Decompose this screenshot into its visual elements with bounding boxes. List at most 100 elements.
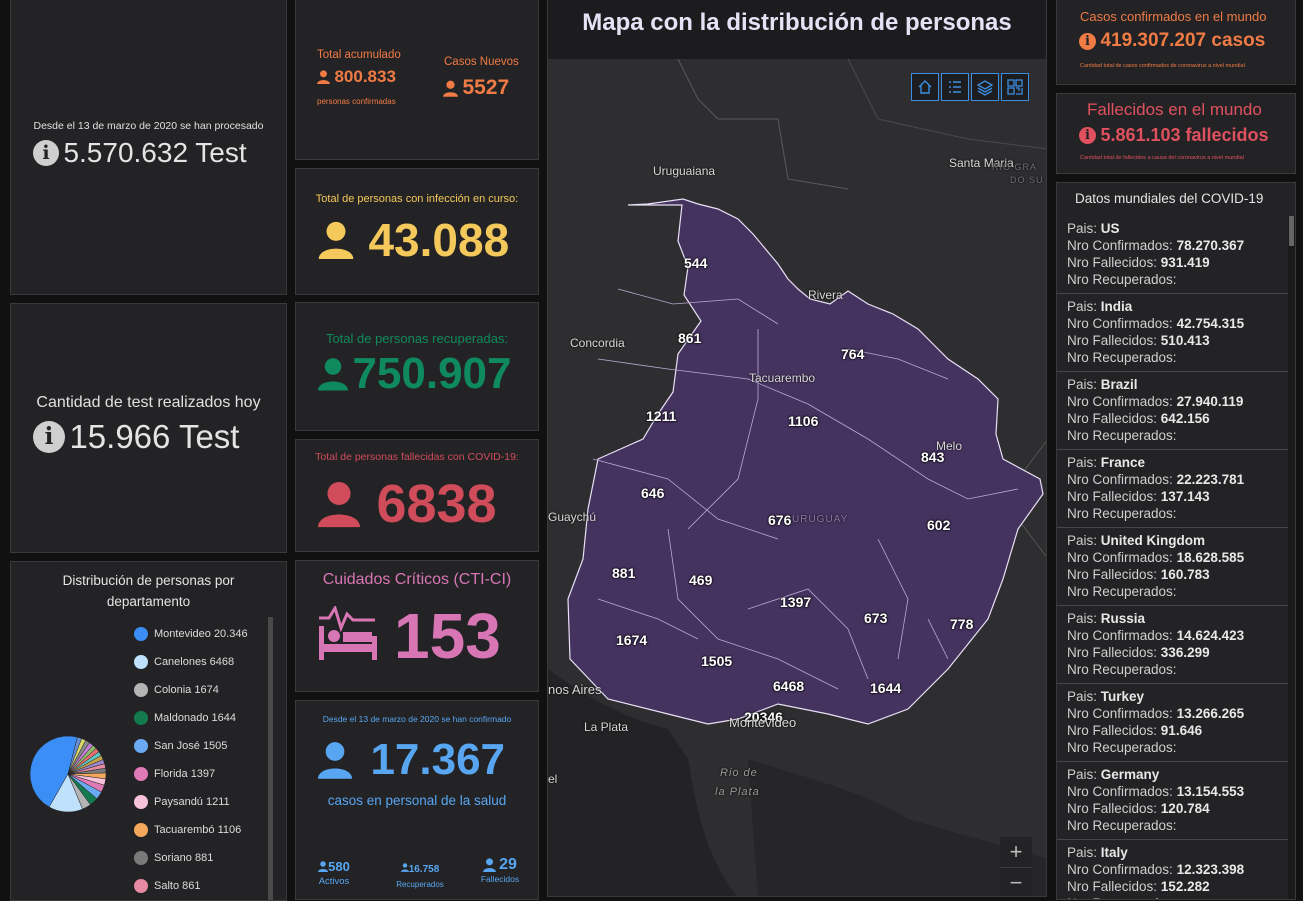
country-line-key: Pais:: [1067, 221, 1098, 236]
zoom-in-button[interactable]: +: [1000, 837, 1032, 868]
list-icon[interactable]: [941, 73, 969, 101]
world-list[interactable]: Pais: US Nro Confirmados: 78.270.367 Nro F…: [1057, 216, 1288, 899]
hospital-bed-icon: [319, 606, 377, 660]
legend-item[interactable]: Canelones 6468: [134, 655, 234, 670]
legend-item[interactable]: Florida 1397: [134, 767, 216, 782]
confirmed-line-key: Nro Confirmados:: [1067, 862, 1173, 877]
confirmed-line-key: Nro Confirmados:: [1067, 550, 1173, 565]
pie-slice[interactable]: [67, 736, 82, 775]
map-title: Mapa con la distribución de personas: [548, 0, 1046, 59]
place-label: Rivera: [808, 288, 843, 302]
zoom-out-button[interactable]: −: [1000, 868, 1032, 896]
country-line-key: Pais:: [1067, 845, 1098, 860]
info-icon: i: [33, 140, 59, 166]
deaths-line: Nro Fallecidos: 160.783: [1067, 566, 1278, 583]
country-line-value: India: [1100, 299, 1133, 314]
legend-value: 1505: [202, 740, 228, 752]
confirmed-line-key: Nro Confirmados:: [1067, 472, 1173, 487]
deaths-line: Nro Fallecidos: 91.646: [1067, 722, 1278, 739]
place-label: Uruguaiana: [653, 164, 716, 178]
person-icon: [483, 858, 496, 872]
legend-swatch: [134, 627, 148, 642]
country-line: Pais: United Kingdom: [1067, 532, 1278, 549]
recovered-line: Nro Recuperados:: [1067, 349, 1278, 366]
legend-item[interactable]: San José 1505: [134, 739, 228, 754]
legend-item[interactable]: Soriano 881: [134, 851, 214, 866]
recovered-line: Nro Recuperados:: [1067, 895, 1278, 899]
health-active-value: 580: [328, 859, 350, 874]
confirmed-line-value: 27.940.119: [1176, 394, 1244, 409]
dept-label-treinta-y-tres: 602: [927, 517, 951, 533]
dept-label-rivera: 764: [841, 346, 865, 362]
world-deaths-value: 5.861.103 fallecidos: [1100, 125, 1269, 145]
confirmed-line-value: 42.754.315: [1176, 316, 1245, 331]
deaths-line-key: Nro Fallecidos:: [1067, 723, 1158, 738]
deaths-line: Nro Fallecidos: 152.282: [1067, 878, 1278, 895]
world-list-item[interactable]: Pais: Russia Nro Confirmados: 14.624.423 N…: [1057, 606, 1288, 684]
deaths-line: Nro Fallecidos: 336.299: [1067, 644, 1278, 661]
legend-value: 1397: [190, 768, 216, 780]
qr-icon[interactable]: [1001, 73, 1029, 101]
world-list-item[interactable]: Pais: Italy Nro Confirmados: 12.323.398 Nr…: [1057, 840, 1288, 899]
confirmed-line-key: Nro Confirmados:: [1067, 394, 1173, 409]
world-list-item[interactable]: Pais: US Nro Confirmados: 78.270.367 Nro F…: [1057, 216, 1288, 294]
deaths-line-value: 160.783: [1160, 567, 1210, 582]
legend-value: 861: [182, 880, 201, 892]
health-recovered-value: 16.758: [408, 864, 440, 875]
tests-today-caption: Cantidad de test realizados hoy: [36, 394, 261, 411]
legend-scrollbar[interactable]: [268, 617, 273, 900]
deceased-label: Total de personas fallecidas con COVID-1…: [315, 451, 519, 463]
confirmed-line-key: Nro Confirmados:: [1067, 784, 1173, 799]
place-label: Montevideo: [729, 715, 797, 730]
world-list-item[interactable]: Pais: Germany Nro Confirmados: 13.154.553…: [1057, 762, 1288, 840]
legend-item[interactable]: Maldonado 1644: [134, 711, 236, 726]
country-line-key: Pais:: [1067, 455, 1098, 470]
confirmed-line-key: Nro Confirmados:: [1067, 238, 1173, 253]
world-list-item[interactable]: Pais: Brazil Nro Confirmados: 27.940.119 N…: [1057, 372, 1288, 450]
world-list-item[interactable]: Pais: United Kingdom Nro Confirmados: 18.…: [1057, 528, 1288, 606]
tests-today-panel: Cantidad de test realizados hoy i 15.966…: [10, 303, 287, 553]
scrollbar-thumb[interactable]: [1289, 216, 1294, 246]
pie-chart: [29, 735, 107, 813]
legend-label: Tacuarembó: [154, 824, 215, 836]
health-deaths-label: Fallecidos: [480, 874, 520, 884]
accumulated-sub: personas confirmadas: [317, 97, 396, 106]
recovered-line: Nro Recuperados:: [1067, 505, 1278, 522]
place-label: nos Aires: [548, 682, 602, 697]
confirmed-line-value: 14.624.423: [1176, 628, 1245, 643]
deaths-line-value: 120.784: [1160, 801, 1210, 816]
legend-item[interactable]: Paysandú 1211: [134, 795, 230, 810]
world-confirmed-value: 419.307.207 casos: [1100, 30, 1266, 51]
legend-item[interactable]: Montevideo 20.346: [134, 627, 248, 642]
legend-label: Florida: [154, 768, 188, 780]
confirmed-line-value: 12.323.398: [1176, 862, 1245, 877]
legend-item[interactable]: Tacuarembó 1106: [134, 823, 241, 838]
country-line-key: Pais:: [1067, 377, 1098, 392]
legend-item[interactable]: Colonia 1674: [134, 683, 219, 698]
legend-value: 881: [194, 852, 214, 864]
place-label: Melo: [936, 439, 963, 453]
layers-icon[interactable]: [971, 73, 999, 101]
pie-slice[interactable]: [29, 735, 78, 808]
recovered-panel: Total de personas recuperadas: 750.907: [295, 302, 539, 431]
confirmed-line-value: 22.223.781: [1176, 472, 1245, 487]
world-list-scrollbar[interactable]: [1288, 216, 1295, 899]
dept-label-flores: 469: [689, 572, 713, 588]
deaths-line-value: 931.419: [1160, 255, 1210, 270]
deaths-line-key: Nro Fallecidos:: [1067, 801, 1158, 816]
world-list-item[interactable]: Pais: India Nro Confirmados: 42.754.315 Nr…: [1057, 294, 1288, 372]
world-confirmed-label: Casos confirmados en el mundo: [1080, 9, 1267, 24]
confirmed-line: Nro Confirmados: 22.223.781: [1067, 471, 1278, 488]
world-list-item[interactable]: Pais: France Nro Confirmados: 22.223.781 N…: [1057, 450, 1288, 528]
confirmed-line: Nro Confirmados: 78.270.367: [1067, 237, 1278, 254]
tests-total-value: 5.570.632 Test: [63, 137, 247, 168]
home-icon[interactable]: [911, 73, 939, 101]
map-canvas[interactable]: [548, 59, 1047, 897]
dept-label-lavalleja: 673: [864, 610, 888, 626]
confirmed-line: Nro Confirmados: 13.154.553: [1067, 783, 1278, 800]
deaths-line-key: Nro Fallecidos:: [1067, 489, 1158, 504]
country-line-key: Pais:: [1067, 767, 1098, 782]
legend-item[interactable]: Salto 861: [134, 879, 201, 894]
dept-label-rocha: 778: [950, 616, 974, 632]
world-list-item[interactable]: Pais: Turkey Nro Confirmados: 13.266.265 N…: [1057, 684, 1288, 762]
